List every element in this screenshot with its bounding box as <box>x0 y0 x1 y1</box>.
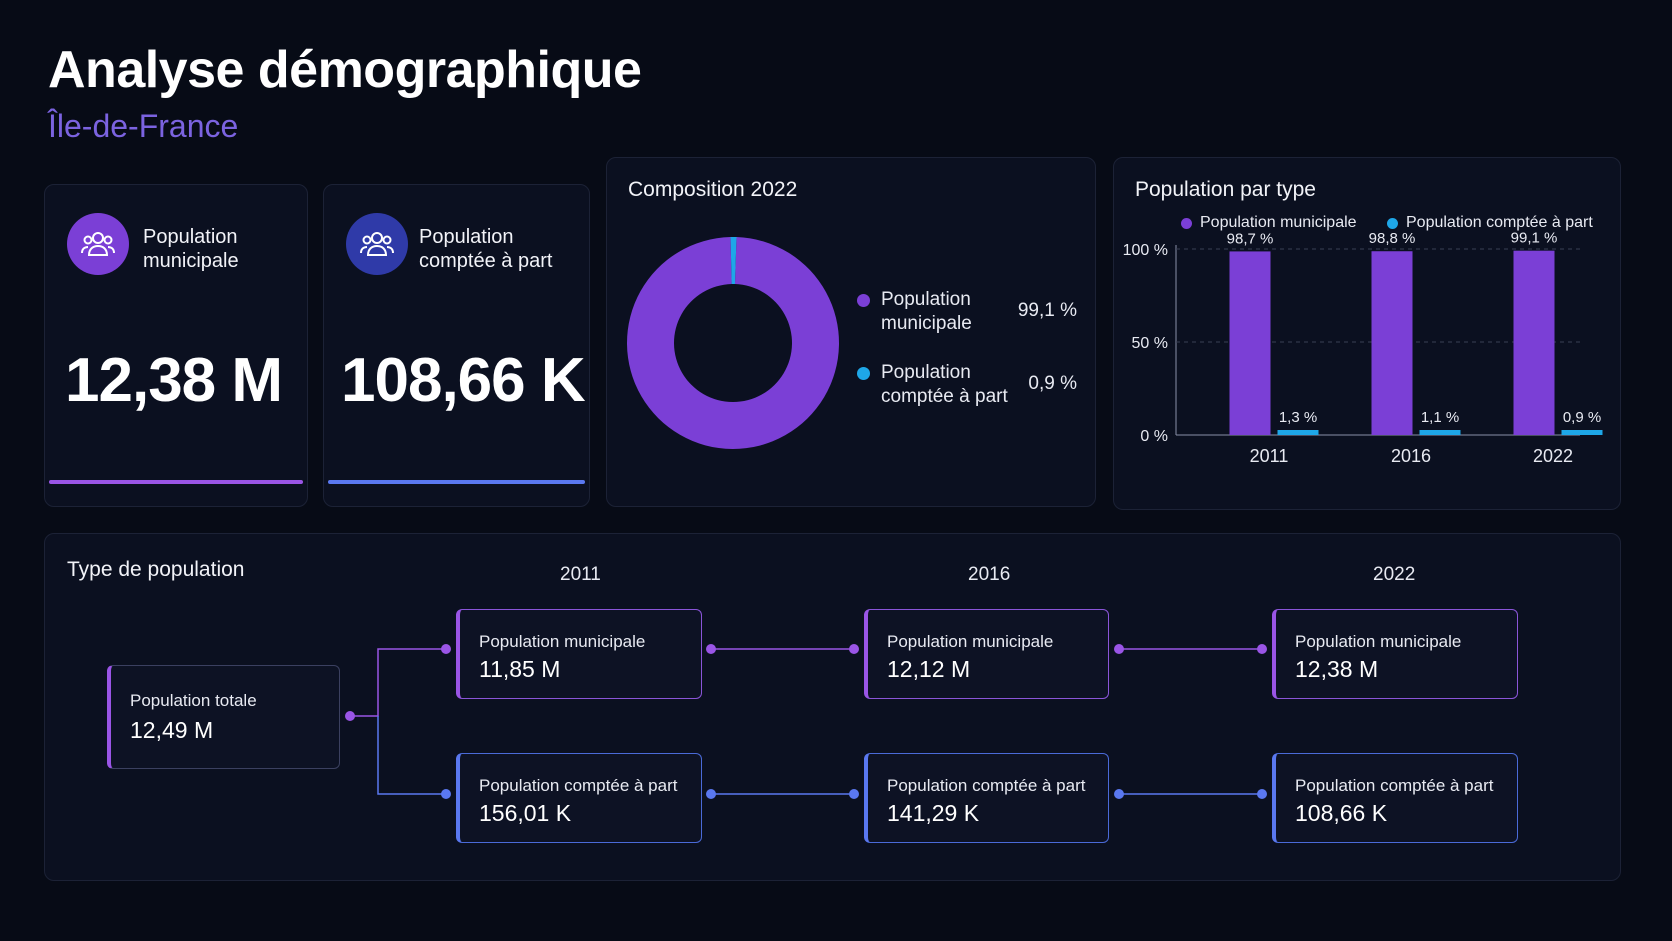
node-label: Population municipale <box>479 632 646 651</box>
bar-chart: 0 % 50 % 100 % 98,7 % 1,3 % 2011 98,8 % 1,1 % 20… <box>1123 230 1603 466</box>
kpi-card-a-part: Population comptée à part 108,66 K <box>323 184 590 507</box>
legend-dot <box>1181 217 1192 229</box>
year-label-2016: 2016 <box>968 564 1011 585</box>
y-tick-label: 0 % <box>1140 428 1168 445</box>
page-title: Analyse démographique <box>48 41 642 99</box>
legend-dot <box>857 294 870 307</box>
node-municipale-2022: Population municipale 12,38 M <box>1272 609 1518 699</box>
flow-title: Type de population <box>67 558 245 581</box>
page-subtitle: Île-de-France <box>48 108 239 144</box>
node-label: Population totale <box>130 691 257 710</box>
bar-2022-1 <box>1561 430 1603 435</box>
kpi-label: Population municipale <box>143 226 239 272</box>
year-label-2011: 2011 <box>560 564 601 585</box>
legend-pct: 0,9 % <box>1028 373 1077 394</box>
node-label: Population municipale <box>1295 632 1462 651</box>
bar-legend-municipale: Population municipale <box>1181 214 1357 232</box>
users-icon <box>67 213 129 275</box>
bar-2011-0 <box>1229 251 1271 435</box>
legend-name: Population municipale <box>1200 214 1357 231</box>
node-value: 141,29 K <box>887 800 980 826</box>
legend-dot <box>857 367 870 380</box>
bar-data-label: 0,9 % <box>1563 409 1601 426</box>
node-municipale-2016: Population municipale 12,12 M <box>864 609 1109 699</box>
x-tick-label: 2011 <box>1250 446 1289 466</box>
node-a-part-2016: Population comptée à part 141,29 K <box>864 753 1109 843</box>
node-municipale-2011: Population municipale 11,85 M <box>456 609 702 699</box>
node-label: Population comptée à part <box>1295 776 1494 795</box>
users-icon <box>346 213 408 275</box>
bar-legend-a-part: Population comptée à part <box>1387 214 1593 232</box>
y-tick-label: 50 % <box>1132 335 1168 352</box>
bar-2022-0 <box>1513 250 1555 435</box>
bar-2016-0 <box>1371 251 1413 435</box>
node-label: Population comptée à part <box>887 776 1086 795</box>
node-a-part-2011: Population comptée à part 156,01 K <box>456 753 702 843</box>
x-tick-label: 2016 <box>1391 446 1431 466</box>
legend-name: Population comptée à part <box>1406 214 1593 231</box>
node-value: 108,66 K <box>1295 800 1388 826</box>
node-population-totale: Population totale 12,49 M <box>107 665 340 769</box>
kpi-card-municipale: Population municipale 12,38 M <box>44 184 308 507</box>
flow-connectors <box>345 644 1267 799</box>
legend-name: Population comptée à part <box>881 362 1008 407</box>
bar-data-label: 98,8 % <box>1369 230 1416 247</box>
node-label: Population comptée à part <box>479 776 678 795</box>
flow-card: Type de population 2011 2016 2022 Popula… <box>44 533 1621 881</box>
bar-data-label: 98,7 % <box>1227 230 1274 247</box>
node-value: 156,01 K <box>479 800 572 826</box>
bar-data-label: 1,1 % <box>1421 409 1459 426</box>
legend-dot <box>1387 217 1398 229</box>
kpi-label: Population comptée à part <box>419 226 553 272</box>
donut-slice-1 <box>730 237 737 285</box>
kpi-value: 108,66 K <box>341 346 586 415</box>
x-tick-label: 2022 <box>1533 446 1573 466</box>
donut-chart <box>627 237 839 449</box>
node-a-part-2022: Population comptée à part 108,66 K <box>1272 753 1518 843</box>
donut-slice-0 <box>627 237 839 449</box>
node-value: 12,38 M <box>1295 656 1379 682</box>
legend-name: Population municipale <box>881 289 972 334</box>
node-value: 12,12 M <box>887 656 971 682</box>
bar-2011-1 <box>1277 430 1319 435</box>
bar-data-label: 1,3 % <box>1279 409 1317 426</box>
donut-title: Composition 2022 <box>628 178 798 201</box>
year-label-2022: 2022 <box>1373 564 1416 585</box>
y-tick-label: 100 % <box>1123 242 1168 259</box>
kpi-value: 12,38 M <box>65 346 283 415</box>
node-label: Population municipale <box>887 632 1054 651</box>
kpi-accent-bar <box>328 480 585 484</box>
bar-data-label: 99,1 % <box>1511 230 1558 247</box>
bar-2016-1 <box>1419 430 1461 435</box>
legend-pct: 99,1 % <box>1017 300 1077 321</box>
kpi-accent-bar <box>49 480 303 484</box>
donut-card: Composition 2022 Population municipale 9… <box>606 157 1096 507</box>
bar-chart-title: Population par type <box>1135 178 1316 201</box>
bar-chart-card: Population par type Population municipal… <box>1113 157 1621 510</box>
node-value: 11,85 M <box>479 656 561 682</box>
node-value: 12,49 M <box>130 717 214 743</box>
